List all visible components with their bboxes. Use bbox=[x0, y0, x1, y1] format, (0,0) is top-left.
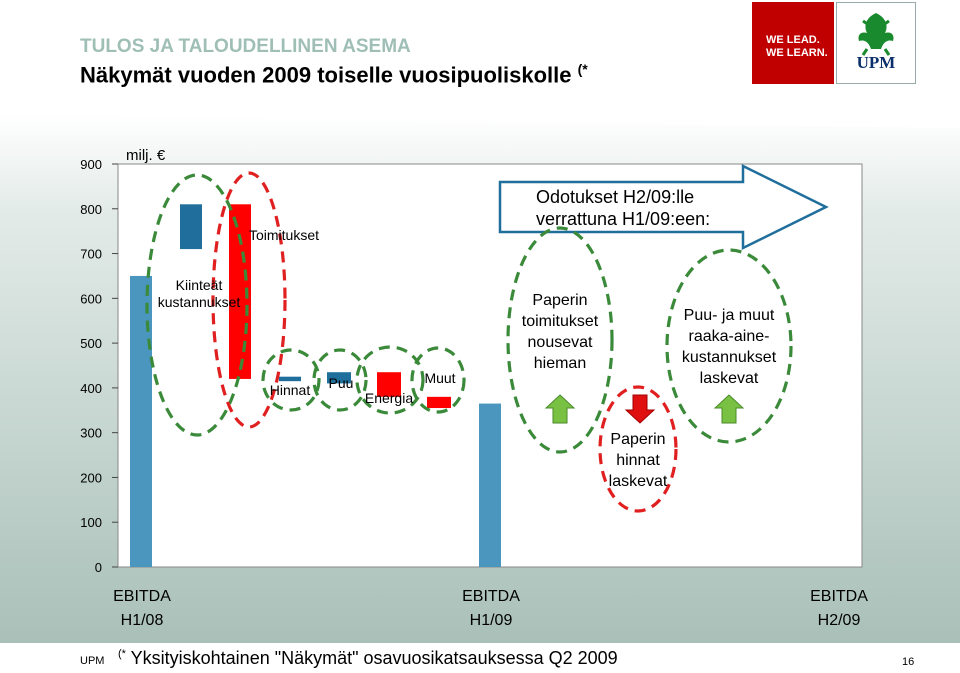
griffin-icon bbox=[858, 13, 894, 56]
energia-circle bbox=[355, 345, 425, 415]
bridge-bar bbox=[279, 376, 301, 382]
bridge-bar bbox=[327, 372, 351, 384]
page-title: Näkymät vuoden 2009 toiselle vuosipuolis… bbox=[80, 61, 588, 88]
upm-logo-text: UPM bbox=[856, 53, 896, 72]
bridge-label-line: kustannukset bbox=[158, 294, 241, 310]
outlook-text-line: hieman bbox=[534, 355, 586, 372]
logo-text-line1: WE LEAD. bbox=[766, 34, 820, 46]
outlook-text-line: Paperin bbox=[610, 431, 665, 448]
x-label-line1: EBITDA bbox=[462, 588, 520, 605]
bridge-label: Hinnat bbox=[270, 382, 311, 398]
x-label-line1: EBITDA bbox=[113, 588, 171, 605]
toimitukset-circle bbox=[211, 171, 287, 429]
section-title: TULOS JA TALOUDELLINEN ASEMA bbox=[80, 36, 411, 57]
bridge-label: Puu bbox=[329, 375, 354, 391]
outlook-text-line: laskevat bbox=[700, 370, 759, 387]
bridge-bar bbox=[229, 204, 251, 379]
outlook-text-line: Paperin bbox=[532, 292, 587, 309]
we-lead-logo: WE LEAD. WE LEARN. bbox=[752, 2, 834, 84]
upm-logo: UPM bbox=[836, 2, 916, 84]
bridge-bar bbox=[427, 396, 451, 409]
bridge-label: Muut bbox=[424, 370, 455, 386]
outlook-header-line: Odotukset H2/09:lle bbox=[536, 187, 694, 207]
y-tick-label: 600 bbox=[80, 291, 102, 306]
footer-note: (* Yksityiskohtainen "Näkymät" osavuosik… bbox=[118, 648, 618, 669]
footer-note-mark: (* bbox=[118, 648, 126, 660]
y-tick-label: 0 bbox=[95, 560, 102, 575]
outlook-header-line: verrattuna H1/09:een: bbox=[536, 209, 710, 229]
bridge-label: Kiinteät kustannukset bbox=[158, 277, 241, 310]
outlook-text-line: raaka-aine- bbox=[689, 328, 770, 345]
logo-text-line2: WE LEARN. bbox=[766, 47, 828, 59]
outlook-text-line: Puu- ja muut bbox=[684, 307, 775, 324]
page-number: 16 bbox=[902, 656, 915, 668]
down-arrow-icon bbox=[624, 394, 656, 424]
outlook-text-line: laskevat bbox=[609, 473, 668, 490]
up-arrow-icon bbox=[544, 394, 576, 424]
y-tick-label: 700 bbox=[80, 247, 102, 262]
y-tick-label: 100 bbox=[80, 515, 102, 530]
up-arrow-icon bbox=[713, 394, 745, 424]
ebitda-bar bbox=[130, 275, 152, 567]
outlook-text-line: nousevat bbox=[528, 334, 593, 351]
y-tick-label: 200 bbox=[80, 470, 102, 485]
outlook-circle bbox=[665, 248, 793, 444]
bridge-label-line: Kiinteät bbox=[176, 277, 223, 293]
bridge-label: Toimitukset bbox=[249, 227, 319, 243]
muut-circle bbox=[410, 346, 466, 414]
hinnat-circle bbox=[261, 348, 321, 412]
x-label-line2: H2/09 bbox=[818, 612, 861, 629]
y-tick-label: 900 bbox=[80, 157, 102, 172]
outlook-text-line: hinnat bbox=[616, 452, 660, 469]
y-tick-label: 400 bbox=[80, 381, 102, 396]
outlook-text-line: kustannukset bbox=[682, 349, 777, 366]
page-title-text: Näkymät vuoden 2009 toiselle vuosipuolis… bbox=[80, 62, 572, 88]
outlook-text-line: toimitukset bbox=[522, 313, 599, 330]
y-tick-label: 500 bbox=[80, 336, 102, 351]
outlook-circle bbox=[598, 385, 678, 513]
x-label-line1: EBITDA bbox=[810, 588, 868, 605]
puu-circle bbox=[312, 348, 368, 412]
y-tick-label: 300 bbox=[80, 426, 102, 441]
footer-note-text: Yksityiskohtainen "Näkymät" osavuosikats… bbox=[130, 648, 618, 668]
bridge-bar bbox=[377, 372, 401, 397]
page-title-note: (* bbox=[577, 61, 588, 77]
x-label-line2: H1/08 bbox=[121, 612, 164, 629]
bridge-label: Energia bbox=[365, 390, 413, 406]
footer-company: UPM bbox=[80, 655, 105, 667]
y-tick-label: 800 bbox=[80, 202, 102, 217]
unit-label: milj. € bbox=[126, 147, 166, 164]
outlook-arrow bbox=[498, 163, 829, 251]
ebitda-bar bbox=[479, 403, 501, 567]
kiintea-kustannukset-circle bbox=[145, 173, 249, 437]
outlook-circle bbox=[506, 226, 614, 454]
x-label-line2: H1/09 bbox=[470, 612, 513, 629]
bridge-bar bbox=[180, 204, 202, 250]
